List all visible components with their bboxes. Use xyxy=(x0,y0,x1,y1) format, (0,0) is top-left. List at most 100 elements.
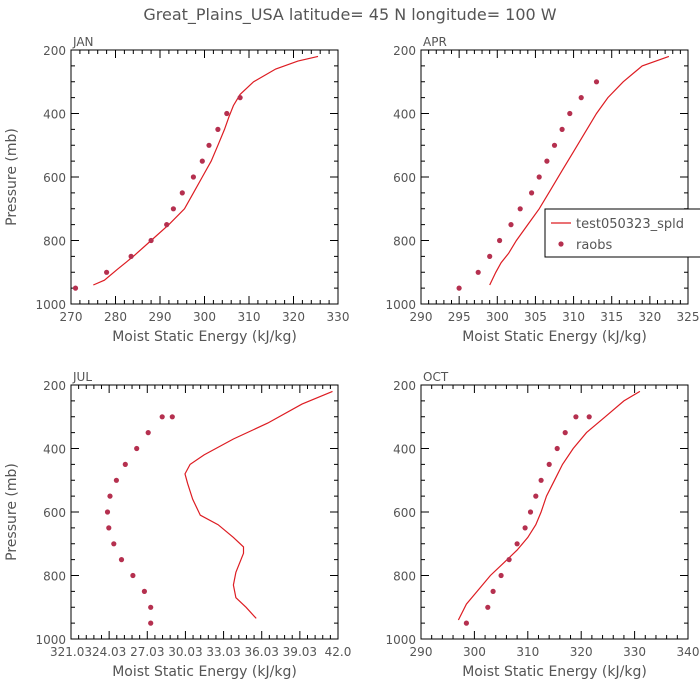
plot-frame xyxy=(70,384,339,640)
raob-point xyxy=(148,604,154,610)
y-tick-label: 600 xyxy=(43,171,66,185)
raob-point xyxy=(215,126,221,132)
y-tick-label: 800 xyxy=(43,235,66,249)
raob-point xyxy=(72,285,79,291)
raob-point xyxy=(463,620,469,626)
raob-point xyxy=(573,414,579,420)
x-tick-label: 24.03 xyxy=(92,645,126,659)
raob-point xyxy=(111,541,117,547)
y-tick-label: 800 xyxy=(43,570,66,584)
x-tick-label: 320 xyxy=(570,645,593,659)
raob-point xyxy=(536,174,542,180)
raob-point xyxy=(562,430,568,436)
raob-point xyxy=(128,253,134,259)
legend-box xyxy=(544,208,700,258)
y-tick-label: 400 xyxy=(393,108,416,122)
raob-point xyxy=(169,414,175,420)
raob-point xyxy=(546,461,552,467)
raob-point xyxy=(148,237,154,244)
figure-title: Great_Plains_USA latitude= 45 N longitud… xyxy=(143,5,556,25)
y-axis-label: Pressure (mb) xyxy=(4,463,20,561)
plot-frame xyxy=(70,49,339,305)
panel-oct: OCT 290 300 310 320 330 340 200 400 600 800 1000 Moi… xyxy=(385,370,699,680)
raob-point xyxy=(141,588,147,595)
raob-point xyxy=(533,493,539,499)
model-profile-line xyxy=(457,390,641,621)
raob-point xyxy=(106,525,112,531)
y-tick-label: 800 xyxy=(393,235,416,249)
raob-point xyxy=(517,206,523,212)
y-tick-label: 400 xyxy=(393,443,416,457)
raob-point xyxy=(107,493,113,499)
model-profile-line xyxy=(489,55,670,286)
y-tick-label: 1000 xyxy=(385,298,416,312)
y-tick-label: 400 xyxy=(43,108,66,122)
panel-label: APR xyxy=(423,35,447,49)
x-tick-label: 27.03 xyxy=(130,645,164,659)
panel-label: JAN xyxy=(72,35,94,49)
y-tick-label: 400 xyxy=(43,443,66,457)
raob-point xyxy=(206,142,212,148)
raob-point xyxy=(199,158,205,164)
y-tick-label: 600 xyxy=(393,506,416,520)
y-tick-label: 1000 xyxy=(385,633,416,647)
x-axis-label: Moist Static Energy (kJ/kg) xyxy=(112,664,297,680)
raob-point xyxy=(104,269,110,275)
x-tick-label: 310 xyxy=(516,645,539,659)
raob-point xyxy=(179,190,185,196)
raob-point xyxy=(130,572,136,579)
x-tick-label: 310 xyxy=(238,310,261,324)
x-tick-label: 30.03 xyxy=(168,645,202,659)
raob-point xyxy=(113,477,119,483)
model-profile-line xyxy=(184,390,333,619)
x-tick-label: 290 xyxy=(149,310,172,324)
x-tick-label: 330 xyxy=(327,310,350,324)
x-tick-label: 270 xyxy=(60,310,83,324)
raob-point xyxy=(224,110,230,117)
raob-point xyxy=(567,110,573,117)
raob-point xyxy=(514,541,520,547)
raob-point xyxy=(490,588,496,595)
x-tick-label: 310 xyxy=(562,310,585,324)
raob-point xyxy=(475,269,481,275)
plot-frame xyxy=(420,384,689,640)
legend-point-swatch xyxy=(558,241,564,247)
x-tick-label: 39.03 xyxy=(283,645,317,659)
plot-frame xyxy=(420,49,689,305)
raob-point xyxy=(506,557,512,563)
raob-point xyxy=(164,222,170,228)
raob-point xyxy=(104,509,111,515)
x-tick-label: 300 xyxy=(486,310,509,324)
raob-point xyxy=(118,557,125,563)
raob-point xyxy=(544,158,550,164)
raob-point xyxy=(593,79,600,85)
y-tick-label: 1000 xyxy=(35,633,66,647)
y-tick-label: 800 xyxy=(393,570,416,584)
panel-label: OCT xyxy=(423,370,449,384)
x-axis-label: Moist Static Energy (kJ/kg) xyxy=(462,664,647,680)
x-tick-label: 320 xyxy=(282,310,305,324)
raob-point xyxy=(578,95,584,101)
y-tick-label: 200 xyxy=(393,379,416,393)
raob-point xyxy=(508,222,514,228)
raob-point xyxy=(170,206,176,212)
raob-point xyxy=(559,126,565,132)
plot-data xyxy=(457,390,641,626)
y-tick-label: 200 xyxy=(393,44,416,58)
y-tick-label: 600 xyxy=(43,506,66,520)
y-tick-label: 600 xyxy=(393,171,416,185)
raob-point xyxy=(527,509,534,515)
raob-point xyxy=(497,237,503,244)
raob-point xyxy=(485,604,491,610)
x-tick-label: 42.0 xyxy=(325,645,352,659)
plot-data xyxy=(72,55,319,291)
x-tick-label: 280 xyxy=(104,310,127,324)
x-tick-label: 295 xyxy=(448,310,471,324)
raob-point xyxy=(456,285,462,291)
panel-label: JUL xyxy=(72,370,92,384)
x-tick-label: 330 xyxy=(623,645,646,659)
y-tick-label: 200 xyxy=(43,44,66,58)
x-tick-label: 315 xyxy=(600,310,623,324)
raob-point xyxy=(487,253,493,259)
